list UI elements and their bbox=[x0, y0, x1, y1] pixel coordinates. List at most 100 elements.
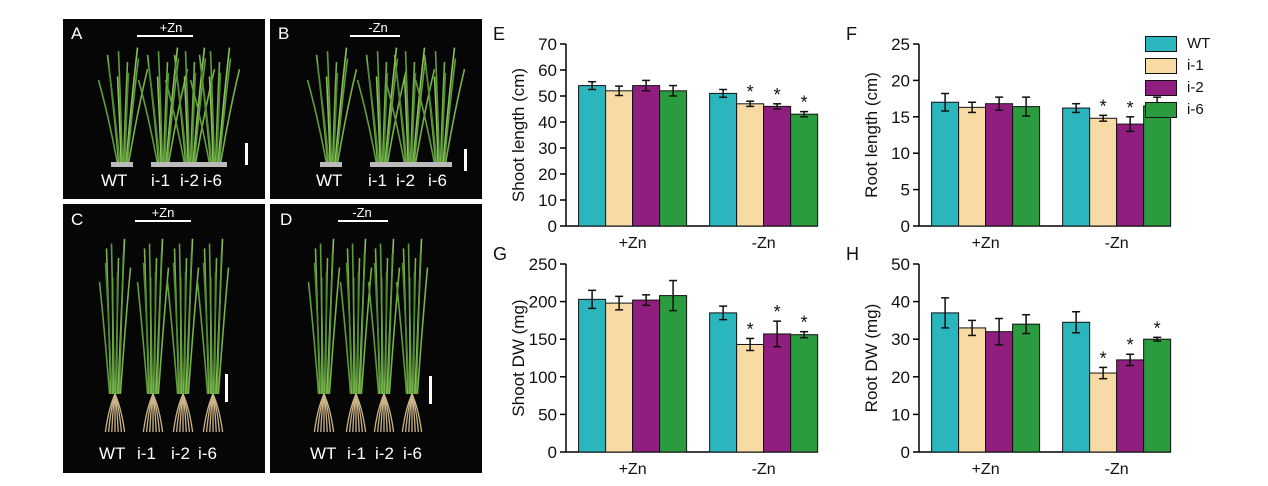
treatment-label: +Zn bbox=[151, 205, 175, 220]
line-label-wt: WT bbox=[310, 444, 337, 463]
leaf-blade bbox=[333, 72, 339, 165]
bar bbox=[659, 90, 688, 227]
leaf-blade bbox=[202, 262, 211, 395]
y-tick-label: 0 bbox=[548, 443, 557, 462]
legend-item-i6: i-6 bbox=[1145, 101, 1265, 120]
leaf-blade bbox=[351, 243, 357, 395]
bar bbox=[1116, 123, 1145, 227]
leaf-blade bbox=[434, 51, 441, 165]
significance-asterisk: * bbox=[774, 302, 781, 322]
leaf-blade bbox=[208, 76, 214, 165]
leaf-blade bbox=[194, 69, 216, 165]
leaf-blade bbox=[328, 267, 341, 395]
plant bbox=[196, 238, 230, 433]
bar bbox=[1062, 321, 1091, 453]
panel-label: F bbox=[846, 24, 857, 44]
bar bbox=[659, 295, 688, 453]
leaf-blade bbox=[189, 79, 211, 165]
y-axis-label: Shoot length (cm) bbox=[509, 68, 528, 202]
leaf-blade bbox=[125, 47, 139, 165]
legend-label: WT bbox=[1187, 35, 1211, 52]
leaf-blade bbox=[217, 47, 231, 165]
y-tick-label: 40 bbox=[538, 113, 557, 132]
bar bbox=[958, 106, 987, 227]
plant bbox=[367, 238, 401, 433]
bar bbox=[931, 312, 960, 453]
bar bbox=[578, 85, 607, 227]
significance-asterisk: * bbox=[1127, 335, 1134, 355]
leaf-blade bbox=[156, 76, 162, 165]
leaf-blade bbox=[217, 267, 230, 395]
line-label-i6: i-6 bbox=[198, 444, 217, 463]
leaf-blade bbox=[442, 47, 456, 165]
y-tick-label: 100 bbox=[529, 368, 557, 387]
panel-label: G bbox=[493, 244, 507, 264]
root-strand bbox=[323, 393, 335, 433]
y-tick-label: 250 bbox=[529, 255, 557, 274]
leaf-blade bbox=[199, 65, 213, 165]
leaf-blade bbox=[148, 243, 154, 395]
y-tick-label: 200 bbox=[529, 293, 557, 312]
line-label-i6: i-6 bbox=[428, 171, 447, 190]
leaf-blade bbox=[192, 47, 206, 165]
leaf-blade bbox=[174, 65, 188, 165]
leaf-blade bbox=[325, 76, 331, 165]
y-tick-label: 0 bbox=[901, 443, 910, 462]
leaf-blade bbox=[331, 61, 338, 165]
plant bbox=[164, 47, 216, 165]
leaf-blade bbox=[409, 61, 416, 165]
legend-item-wt: WT bbox=[1145, 35, 1265, 54]
leaf-blade bbox=[366, 65, 380, 165]
leaf-blade bbox=[319, 243, 325, 395]
leaf-blade bbox=[122, 61, 129, 165]
leaf-blade bbox=[117, 51, 124, 165]
leaf-blade bbox=[156, 253, 163, 395]
leaf-blade bbox=[147, 65, 161, 165]
leaf-blade bbox=[157, 267, 170, 395]
leaf-blade bbox=[359, 253, 366, 395]
root-strand bbox=[212, 393, 224, 433]
plant bbox=[189, 47, 241, 165]
root-strand bbox=[411, 393, 423, 433]
line-label-i2: i-2 bbox=[375, 444, 394, 463]
leaf-blade bbox=[357, 272, 360, 395]
bar bbox=[605, 302, 634, 453]
leaf-blade bbox=[373, 262, 382, 395]
leaf-blade bbox=[214, 272, 217, 395]
pot-tray bbox=[370, 162, 452, 167]
line-label-i6: i-6 bbox=[203, 171, 222, 190]
bar bbox=[985, 331, 1014, 453]
leaf-blade bbox=[110, 243, 116, 395]
leaf-blade bbox=[216, 253, 223, 395]
leaf-blade bbox=[415, 253, 422, 395]
leaf-blade bbox=[136, 281, 149, 395]
significance-asterisk: * bbox=[1100, 96, 1107, 116]
leaf-blade bbox=[367, 281, 380, 395]
significance-asterisk: * bbox=[1154, 318, 1161, 338]
line-label-i1: i-1 bbox=[137, 444, 156, 463]
leaf-blade bbox=[395, 281, 408, 395]
leaf-blade bbox=[444, 69, 466, 165]
y-tick-label: 10 bbox=[538, 191, 557, 210]
leaf-blade bbox=[441, 72, 447, 165]
panel-label: C bbox=[71, 210, 84, 229]
y-tick-label: 0 bbox=[901, 217, 910, 236]
legend-swatch bbox=[1145, 36, 1177, 52]
leaf-blade bbox=[126, 58, 140, 165]
legend-swatch bbox=[1145, 80, 1177, 96]
rice-seedlings-image bbox=[97, 47, 241, 167]
bar bbox=[985, 103, 1014, 227]
leaf-blade bbox=[384, 79, 406, 165]
treatment-underline bbox=[338, 220, 388, 222]
leaf-blade bbox=[116, 76, 122, 165]
leaf-blade bbox=[186, 253, 193, 395]
leaf-blade bbox=[116, 272, 119, 395]
leaf-blade bbox=[178, 243, 184, 395]
chart-panel-g: G 0 50 100 150 200 250 Shoot DW (mg) +Zn -Zn * * * bbox=[493, 244, 819, 478]
bar bbox=[1012, 323, 1041, 453]
leaf-blade bbox=[172, 262, 181, 395]
bar bbox=[958, 327, 987, 453]
leaf-blade bbox=[183, 76, 189, 165]
significance-asterisk: * bbox=[1127, 98, 1134, 118]
leaf-blade bbox=[356, 79, 378, 165]
